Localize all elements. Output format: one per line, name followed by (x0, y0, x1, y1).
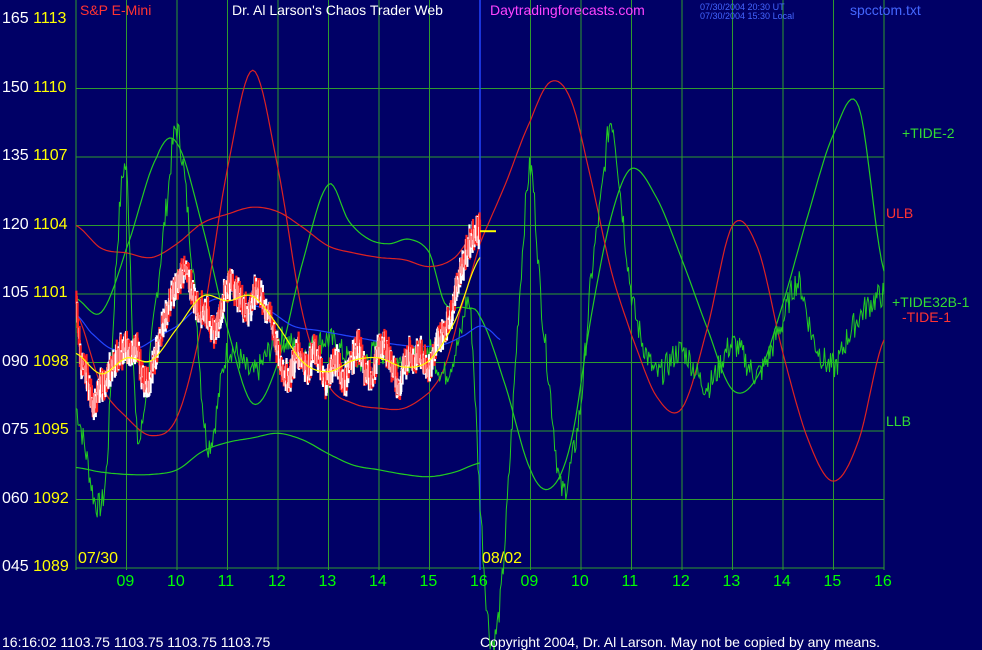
y-tick-price: 1089 (28, 558, 69, 575)
average-line-group (75, 257, 481, 375)
x-tick-label: 10 (167, 573, 185, 590)
y-tick-left: 075 (2, 421, 29, 438)
blue-line (75, 297, 501, 352)
x-tick-label: 16 (470, 573, 488, 590)
series-line--tide-1 (75, 69, 885, 482)
series-label: LLB (886, 413, 911, 429)
x-tick-label: 14 (773, 573, 791, 590)
y-axis-label: 105 1101 (2, 284, 68, 302)
y-axis-label: 120 1104 (2, 216, 68, 234)
symbol-title: S&P E-Mini (80, 2, 152, 18)
y-tick-price: 1101 (28, 284, 68, 301)
y-axis-label: 135 1107 (2, 147, 68, 165)
y-tick-left: 045 (2, 558, 29, 575)
y-tick-price: 1104 (28, 215, 68, 233)
y-tick-left: 135 (2, 147, 29, 164)
site-link[interactable]: Daytradingforecasts.com (490, 2, 645, 18)
data-file-name: spcctom.txt (850, 2, 921, 18)
series-line-llb (75, 432, 481, 478)
x-tick-label: 15 (420, 573, 438, 590)
series-label: +TIDE-2 (902, 125, 955, 141)
x-tick-label: 13 (319, 573, 337, 590)
x-tick-label: 09 (521, 573, 539, 590)
y-axis-label: 075 1095 (2, 421, 69, 439)
x-tick-label: 11 (218, 573, 235, 590)
series-label: -TIDE-1 (902, 309, 951, 325)
timestamp-ut: 07/30/2004 20:30 UT (700, 2, 785, 12)
y-tick-left: 120 (2, 215, 29, 233)
average-line (75, 257, 481, 375)
date-label: 08/02 (482, 550, 523, 567)
chart-grid (75, 0, 885, 570)
last-quote: 16:16:02 1103.75 1103.75 1103.75 1103.75 (2, 634, 271, 650)
y-tick-price: 1098 (28, 352, 69, 370)
chart-series (75, 69, 885, 650)
chart-title: Dr. Al Larson's Chaos Trader Web (232, 2, 443, 18)
x-tick-label: 09 (117, 573, 135, 590)
y-tick-price: 1107 (28, 147, 68, 164)
x-axis-ticks: 09 10 11 12 13 14 15 16 09 10 11 12 13 14 15 16 (117, 573, 892, 590)
x-tick-label: 10 (571, 573, 589, 590)
y-tick-price: 1095 (28, 421, 69, 438)
y-axis-label: 150 1110 (2, 79, 66, 97)
y-tick-left: 165 (2, 10, 29, 27)
x-tick-label: 12 (268, 573, 286, 590)
y-axis-label: 165 1113 (2, 10, 66, 28)
y-tick-left: 150 (2, 78, 29, 96)
y-axis-label: 045 1089 (2, 558, 69, 576)
series-line--tide32b-1 (75, 122, 885, 650)
x-tick-label: 12 (672, 573, 690, 590)
x-tick-label: 15 (824, 573, 842, 590)
series-label: +TIDE32B-1 (892, 294, 970, 310)
series-line--tide-2 (75, 98, 885, 491)
x-tick-label: 14 (369, 573, 387, 590)
date-label: 07/30 (78, 550, 119, 567)
y-axis-label: 090 1098 (2, 353, 69, 371)
y-axis-label: 060 1092 (2, 490, 69, 508)
copyright-notice: Copyright 2004, Dr. Al Larson. May not b… (480, 634, 881, 650)
x-tick-label: 13 (723, 573, 741, 590)
x-tick-label: 16 (874, 573, 892, 590)
y-tick-left: 090 (2, 352, 29, 370)
y-tick-price: 1110 (28, 78, 67, 96)
y-tick-left: 105 (2, 284, 29, 301)
series-label: ULB (886, 205, 914, 221)
y-tick-price: 1113 (28, 10, 67, 27)
y-tick-left: 060 (2, 489, 29, 507)
series-line-ulb (75, 206, 481, 268)
timestamp-local: 07/30/2004 15:30 Local (700, 11, 795, 21)
x-tick-label: 11 (622, 573, 639, 590)
price-candles (75, 212, 496, 421)
y-tick-price: 1092 (28, 489, 69, 507)
